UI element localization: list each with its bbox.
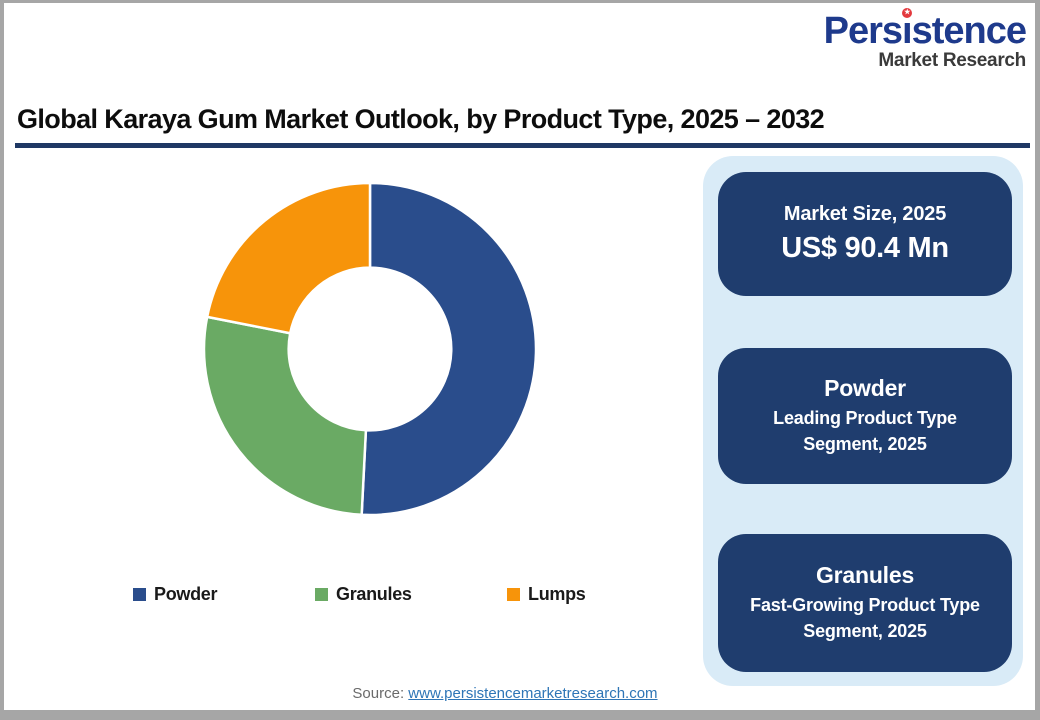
source-line: Source: www.persistencemarketresearch.co… [0, 685, 1010, 702]
legend-label: Powder [154, 584, 218, 604]
donut-chart [202, 181, 538, 517]
fast-growing-segment-name: Granules [815, 561, 915, 588]
donut-segment-granules [202, 315, 368, 517]
market-size-heading: Market Size, 2025 [783, 203, 947, 225]
legend-item-granules: Granules [315, 584, 412, 605]
market-size-value: US$ 90.4 Mn [781, 232, 949, 264]
market-size-card: Market Size, 2025 US$ 90.4 Mn [718, 172, 1012, 296]
leading-segment-name: Powder [824, 374, 906, 401]
source-link[interactable]: www.persistencemarketresearch.com [408, 685, 658, 702]
chart-legend: Powder Granules Lumps [0, 584, 700, 608]
fast-growing-segment-card: Granules Fast-Growing Product Type Segme… [718, 534, 1012, 672]
donut-segment-lumps [205, 181, 372, 335]
legend-swatch-granules [315, 588, 328, 601]
brand-text-start: Pers [823, 10, 903, 52]
star-icon: ★ [901, 8, 912, 18]
pmr-logo-subtitle: Market Research [878, 50, 1026, 71]
pmr-logo: Persı ★ stence Market Research [823, 8, 1027, 71]
leading-segment-description: Leading Product Type Segment, 2025 [773, 407, 957, 454]
donut-segment-powder [360, 181, 538, 517]
brand-text-end: stence [911, 10, 1027, 52]
legend-label: Granules [336, 584, 412, 604]
legend-swatch-powder [133, 588, 146, 601]
pmr-logo-wordmark: Persı ★ stence [823, 8, 1027, 52]
highlights-panel: Market Size, 2025 US$ 90.4 Mn Powder Lea… [703, 156, 1023, 686]
legend-item-lumps: Lumps [507, 584, 586, 605]
page-title: Global Karaya Gum Market Outlook, by Pro… [17, 104, 825, 134]
leading-segment-card: Powder Leading Product Type Segment, 202… [718, 348, 1012, 484]
legend-label: Lumps [528, 584, 586, 604]
legend-swatch-lumps [507, 588, 520, 601]
legend-item-powder: Powder [133, 584, 218, 605]
title-underline [15, 143, 1030, 148]
fast-growing-segment-description: Fast-Growing Product Type Segment, 2025 [750, 594, 980, 641]
source-label: Source: [352, 685, 405, 702]
brand-letter-i: ı ★ [901, 8, 913, 52]
